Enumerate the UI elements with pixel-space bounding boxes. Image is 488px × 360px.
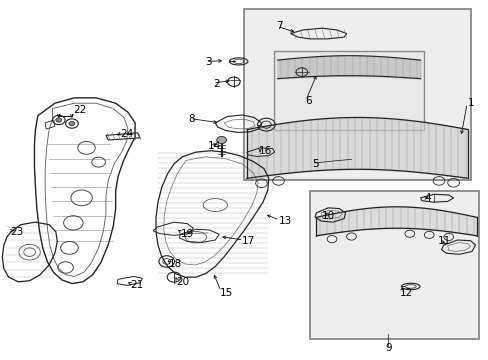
Text: 3: 3 [205,57,212,67]
Text: 19: 19 [181,229,194,239]
Text: 2: 2 [212,78,219,89]
Circle shape [69,121,75,126]
Text: 24: 24 [120,129,134,139]
Text: 23: 23 [10,227,23,237]
Text: 17: 17 [242,236,255,246]
Circle shape [216,136,226,144]
Text: 15: 15 [220,288,233,297]
Text: 11: 11 [437,236,450,246]
Text: 8: 8 [188,114,195,124]
Bar [273,51,424,130]
Bar [309,191,478,339]
Text: 5: 5 [312,159,319,169]
Text: 16: 16 [259,147,272,157]
Text: 1: 1 [467,98,474,108]
Text: 12: 12 [399,288,412,297]
Circle shape [56,118,61,122]
Text: 10: 10 [322,211,335,221]
Text: 4: 4 [424,193,430,203]
Text: 18: 18 [169,259,182,269]
Text: 13: 13 [278,216,291,226]
Text: 22: 22 [73,105,86,115]
Bar [244,9,469,180]
Text: 6: 6 [305,96,311,107]
Text: 20: 20 [176,277,189,287]
Text: 14: 14 [207,141,221,151]
Text: 9: 9 [385,343,391,353]
Text: 7: 7 [276,21,282,31]
Text: 21: 21 [130,280,143,291]
